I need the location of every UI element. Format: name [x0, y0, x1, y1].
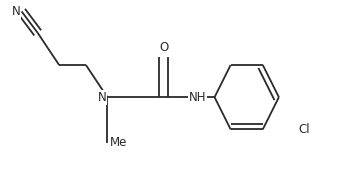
- Text: O: O: [159, 41, 168, 54]
- Text: NH: NH: [189, 91, 206, 104]
- Text: Me: Me: [110, 136, 127, 149]
- Text: N: N: [98, 91, 106, 104]
- Text: N: N: [12, 5, 21, 18]
- Text: Cl: Cl: [299, 123, 310, 136]
